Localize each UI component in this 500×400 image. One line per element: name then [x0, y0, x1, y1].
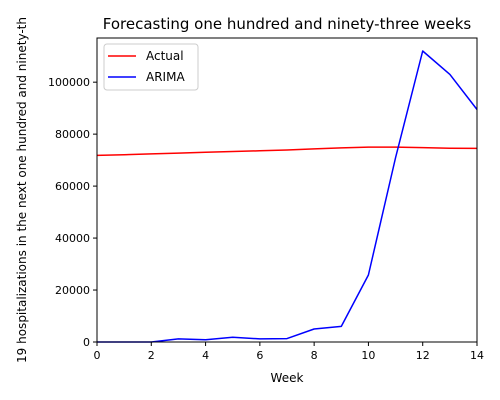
x-tick-label: 6 [256, 349, 263, 362]
chart-title: Forecasting one hundred and ninety-three… [103, 15, 472, 33]
y-tick-label: 100000 [48, 76, 90, 89]
x-axis-label: Week [271, 371, 304, 385]
series-line-actual [96, 146, 478, 157]
x-tick-label: 4 [202, 349, 209, 362]
y-axis-label: 19 hospitalizations in the next one hund… [15, 17, 29, 363]
x-tick-label: 10 [361, 349, 375, 362]
y-tick-label: 60000 [55, 180, 90, 193]
x-tick-label: 12 [416, 349, 430, 362]
x-tick-label: 8 [311, 349, 318, 362]
x-tick-label: 0 [94, 349, 101, 362]
ticks-layer: 0 2 4 6 8 10 12 14 0 20000 40000 60000 80000 100000 [48, 76, 484, 362]
legend-label-arima: ARIMA [146, 70, 185, 84]
y-tick-label: 80000 [55, 128, 90, 141]
series-layer [96, 50, 478, 343]
legend: Actual ARIMA [103, 43, 199, 91]
x-tick-label: 2 [148, 349, 155, 362]
plot-area-frame [96, 37, 478, 343]
series-line-arima [97, 50, 478, 343]
legend-label-actual: Actual [146, 49, 184, 63]
y-tick-label: 0 [83, 336, 90, 349]
y-tick-label: 20000 [55, 284, 90, 297]
y-tick-label: 40000 [55, 232, 90, 245]
x-tick-label: 14 [470, 349, 484, 362]
